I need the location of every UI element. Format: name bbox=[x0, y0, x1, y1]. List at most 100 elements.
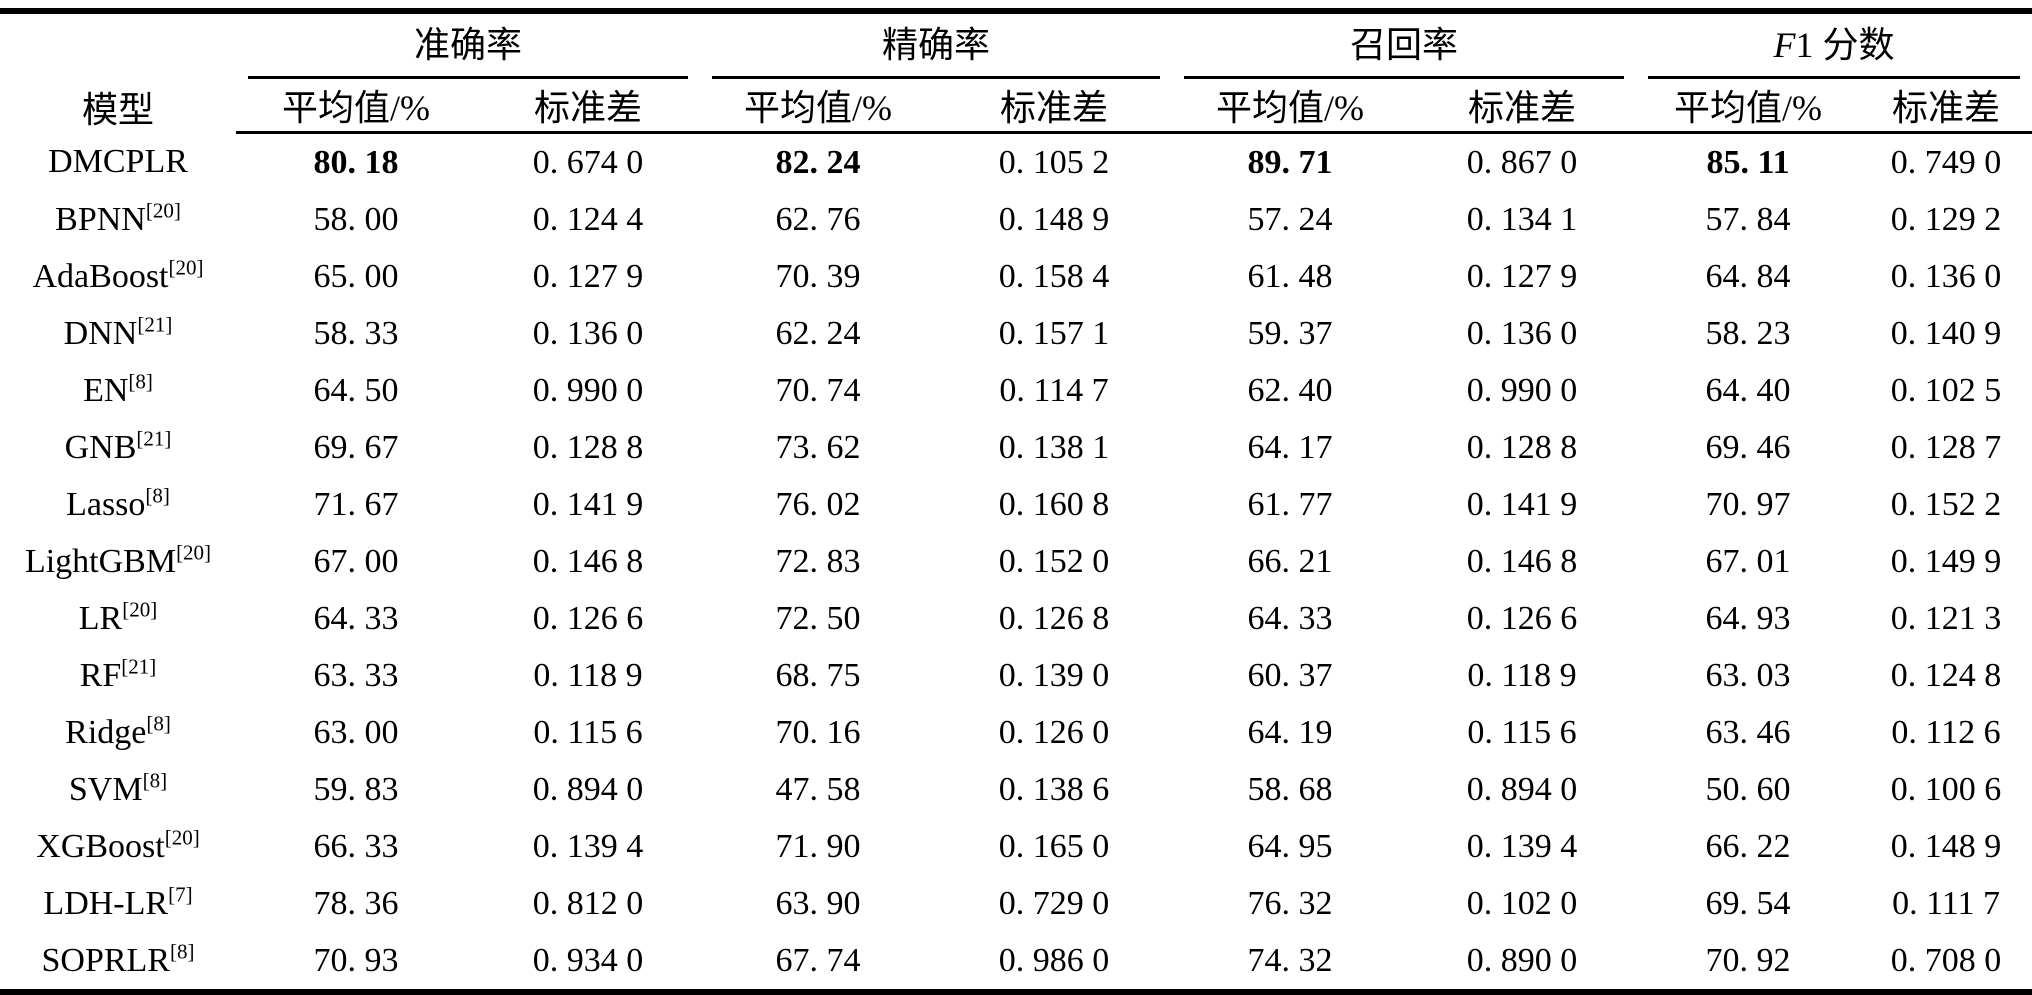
accuracy-std-cell: 0. 990 0 bbox=[532, 371, 644, 409]
f1-mean-cell: 85. 11 bbox=[1706, 143, 1790, 181]
accuracy-std-cell: 0. 674 0 bbox=[532, 143, 644, 181]
f1-std-cell: 0. 152 2 bbox=[1890, 485, 2002, 523]
recall-mean-cell: 58. 68 bbox=[1247, 770, 1333, 808]
accuracy-group-header: 准确率 bbox=[236, 11, 700, 79]
f1-mean-cell: 64. 40 bbox=[1705, 371, 1791, 409]
reference-superscript: [21] bbox=[121, 654, 157, 679]
group-label-text: 准确率 bbox=[414, 25, 523, 65]
f1-std-cell: 0. 124 8 bbox=[1890, 656, 2002, 694]
recall-mean-cell: 61. 48 bbox=[1247, 257, 1333, 295]
f1-mean-cell: 50. 60 bbox=[1705, 770, 1791, 808]
precision-mean-cell: 72. 50 bbox=[775, 599, 861, 637]
f1-mean-cell: 66. 22 bbox=[1705, 827, 1791, 865]
reference-superscript: [20] bbox=[176, 540, 212, 565]
accuracy-mean-cell: 58. 33 bbox=[313, 314, 399, 352]
precision-std-cell: 0. 165 0 bbox=[998, 827, 1110, 865]
f1-mean-cell: 63. 46 bbox=[1705, 713, 1791, 751]
f1-std-cell: 0. 128 7 bbox=[1890, 428, 2002, 466]
f1-mean-cell: 70. 92 bbox=[1705, 941, 1791, 979]
precision-mean-cell: 72. 83 bbox=[775, 542, 861, 580]
f1-mean-cell: 70. 97 bbox=[1705, 485, 1791, 523]
recall-std-cell: 0. 102 0 bbox=[1466, 884, 1578, 922]
precision-std-cell: 0. 138 6 bbox=[998, 770, 1110, 808]
f1-std-cell: 0. 148 9 bbox=[1890, 827, 2002, 865]
accuracy-mean-cell: 71. 67 bbox=[313, 485, 399, 523]
accuracy-mean-cell: 63. 00 bbox=[313, 713, 399, 751]
f1-std-cell: 0. 111 7 bbox=[1892, 884, 2001, 922]
table-row: LR[20] 64. 33 0. 126 6 72. 50 0. 126 8 64. 33… bbox=[0, 590, 2032, 647]
f1-mean-cell: 69. 54 bbox=[1705, 884, 1791, 922]
recall-group-label: 召回率 bbox=[1350, 25, 1458, 65]
recall-mean-cell: 60. 37 bbox=[1247, 656, 1333, 694]
recall-group-header: 召回率 bbox=[1172, 11, 1636, 79]
accuracy-std-cell: 0. 126 6 bbox=[532, 599, 644, 637]
f1-mean-header: 平均值/% bbox=[1636, 79, 1861, 134]
accuracy-mean-cell: 66. 33 bbox=[313, 827, 399, 865]
reference-superscript: [8] bbox=[145, 483, 170, 508]
table-row: AdaBoost[20] 65. 00 0. 127 9 70. 39 0. 158 4… bbox=[0, 248, 2032, 305]
f1-mean-cell: 67. 01 bbox=[1705, 542, 1791, 580]
accuracy-mean-cell: 59. 83 bbox=[313, 770, 399, 808]
accuracy-mean-cell: 63. 33 bbox=[313, 656, 399, 694]
recall-std-cell: 0. 894 0 bbox=[1466, 770, 1578, 808]
f1-mean-cell: 64. 84 bbox=[1705, 257, 1791, 295]
precision-std-cell: 0. 126 0 bbox=[998, 713, 1110, 751]
recall-std-cell: 0. 990 0 bbox=[1466, 371, 1578, 409]
accuracy-group-label: 准确率 bbox=[414, 25, 522, 65]
recall-std-cell: 0. 139 4 bbox=[1466, 827, 1578, 865]
reference-superscript: [8] bbox=[170, 939, 195, 964]
table-row: Lasso[8] 71. 67 0. 141 9 76. 02 0. 160 8 61. … bbox=[0, 476, 2032, 533]
group-label-italic-part: F bbox=[1773, 25, 1796, 65]
group-label-text: 精确率 bbox=[882, 25, 991, 65]
f1-std-cell: 0. 149 9 bbox=[1890, 542, 2002, 580]
accuracy-std-cell: 0. 141 9 bbox=[532, 485, 644, 523]
precision-std-cell: 0. 138 1 bbox=[998, 428, 1110, 466]
precision-std-cell: 0. 729 0 bbox=[998, 884, 1110, 922]
model-name-cell: DMCPLR bbox=[48, 142, 188, 180]
reference-superscript: [21] bbox=[136, 426, 172, 451]
group-label-text: 1 分数 bbox=[1795, 25, 1895, 65]
results-table: 模型 准确率 精确率 召回率 F1 分数 平均值/% 标准差 平均值/% 标准差 bbox=[0, 8, 2032, 995]
reference-superscript: [8] bbox=[128, 369, 153, 394]
precision-mean-header: 平均值/% bbox=[700, 79, 937, 134]
table-row: SVM[8] 59. 83 0. 894 0 47. 58 0. 138 6 58. 68… bbox=[0, 761, 2032, 818]
model-name-cell: EN[8] bbox=[83, 369, 153, 409]
table-row: EN[8] 64. 50 0. 990 0 70. 74 0. 114 7 62. 40 0… bbox=[0, 362, 2032, 419]
recall-mean-cell: 64. 95 bbox=[1247, 827, 1333, 865]
results-table-body: DMCPLR 80. 18 0. 674 0 82. 24 0. 105 2 89. 71… bbox=[0, 133, 2032, 993]
model-column-header: 模型 bbox=[81, 89, 154, 130]
f1-std-cell: 0. 129 2 bbox=[1890, 200, 2002, 238]
reference-superscript: [20] bbox=[164, 825, 200, 850]
recall-std-cell: 0. 134 1 bbox=[1466, 200, 1578, 238]
group-label-text: 召回率 bbox=[1350, 25, 1459, 65]
precision-std-cell: 0. 158 4 bbox=[998, 257, 1110, 295]
precision-std-cell: 0. 114 7 bbox=[999, 371, 1109, 409]
f1-mean-cell: 58. 23 bbox=[1705, 314, 1791, 352]
recall-mean-cell: 64. 17 bbox=[1247, 428, 1333, 466]
model-name-cell: GNB[21] bbox=[64, 426, 172, 466]
accuracy-std-cell: 0. 146 8 bbox=[532, 542, 644, 580]
recall-mean-cell: 57. 24 bbox=[1247, 200, 1333, 238]
table-row: DMCPLR 80. 18 0. 674 0 82. 24 0. 105 2 89. 71… bbox=[0, 133, 2032, 192]
reference-superscript: [8] bbox=[146, 711, 171, 736]
f1-std-cell: 0. 708 0 bbox=[1890, 941, 2002, 979]
header-sub-row: 平均值/% 标准差 平均值/% 标准差 平均值/% 标准差 平均值/% 标准差 bbox=[0, 79, 2032, 134]
table-row: RF[21] 63. 33 0. 118 9 68. 75 0. 139 0 60. 37… bbox=[0, 647, 2032, 704]
recall-std-header: 标准差 bbox=[1408, 79, 1637, 134]
accuracy-std-header: 标准差 bbox=[476, 79, 701, 134]
recall-std-cell: 0. 126 6 bbox=[1466, 599, 1578, 637]
accuracy-std-cell: 0. 812 0 bbox=[532, 884, 644, 922]
model-name-cell: AdaBoost[20] bbox=[32, 255, 204, 295]
f1-std-header: 标准差 bbox=[1860, 79, 2032, 134]
recall-mean-cell: 64. 33 bbox=[1247, 599, 1333, 637]
model-name-cell: LR[20] bbox=[78, 597, 158, 637]
recall-std-cell: 0. 146 8 bbox=[1466, 542, 1578, 580]
model-name-cell: BPNN[20] bbox=[55, 198, 181, 238]
precision-std-cell: 0. 148 9 bbox=[998, 200, 1110, 238]
precision-mean-cell: 70. 16 bbox=[775, 713, 861, 751]
recall-mean-cell: 59. 37 bbox=[1247, 314, 1333, 352]
model-name-cell: DNN[21] bbox=[63, 312, 173, 352]
f1-group-label: F1 分数 bbox=[1774, 25, 1895, 65]
precision-mean-cell: 70. 39 bbox=[775, 257, 861, 295]
precision-std-cell: 0. 152 0 bbox=[998, 542, 1110, 580]
